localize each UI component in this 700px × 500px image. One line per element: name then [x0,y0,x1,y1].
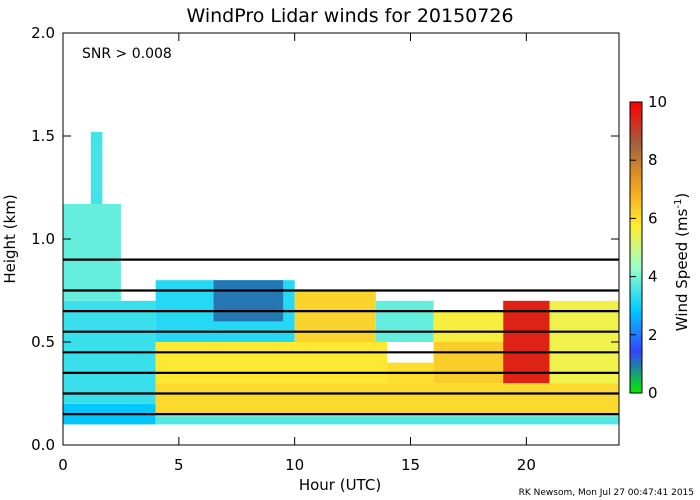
x-tick-label: 20 [517,456,536,474]
y-tick-label: 0.5 [31,333,55,351]
colorbar-scale [629,101,643,394]
y-tick-label: 1.5 [31,127,55,145]
colorbar-tick-label: 8 [648,151,658,169]
y-axis: 0.0 0.5 1.0 1.5 2.0 [31,24,619,454]
x-tick-label: 0 [58,456,68,474]
wind-speed-cell [549,300,619,384]
snr-annotation: SNR > 0.008 [82,46,172,62]
wind-speed-cell [375,300,434,342]
y-tick-label: 1.0 [31,230,55,248]
wind-speed-cell [155,342,388,384]
x-axis-label: Hour (UTC) [299,476,381,494]
colorbar-tick-label: 4 [648,268,658,286]
colorbar-tick-label: 6 [648,209,658,227]
wind-barb-layer [63,258,619,416]
colorbar: 0 2 4 6 8 10 Wind Speed (ms-1) [629,93,691,402]
wind-speed-cell [90,131,103,204]
x-axis: 0 5 10 15 20 [58,33,536,474]
wind-speed-cell [433,311,504,342]
chart-title: WindPro Lidar winds for 20150726 [186,5,513,27]
wind-speed-cell [213,280,284,322]
wind-speed-cell [503,300,550,384]
y-tick-label: 2.0 [31,24,55,42]
wind-speed-cell [155,383,619,417]
wind-speed-cell [155,416,619,425]
colorbar-tick-label: 10 [648,93,667,111]
x-tick-label: 5 [174,456,184,474]
heatmap-layer [63,131,619,425]
colorbar-tick-label: 0 [648,384,658,402]
wind-speed-cell [433,342,504,384]
colorbar-ticks: 0 2 4 6 8 10 [630,93,667,402]
x-tick-label: 15 [401,456,420,474]
colorbar-label: Wind Speed (ms-1) [673,193,691,331]
credit-text: RK Newsom, Mon Jul 27 00:47:41 2015 [519,488,694,498]
wind-speed-cell [63,203,121,301]
y-axis-label: Height (km) [1,194,19,283]
colorbar-tick-label: 2 [648,326,658,344]
plot-area [63,131,619,425]
y-tick-label: 0.0 [31,436,55,454]
wind-speed-cell [294,290,376,342]
x-tick-label: 10 [285,456,304,474]
